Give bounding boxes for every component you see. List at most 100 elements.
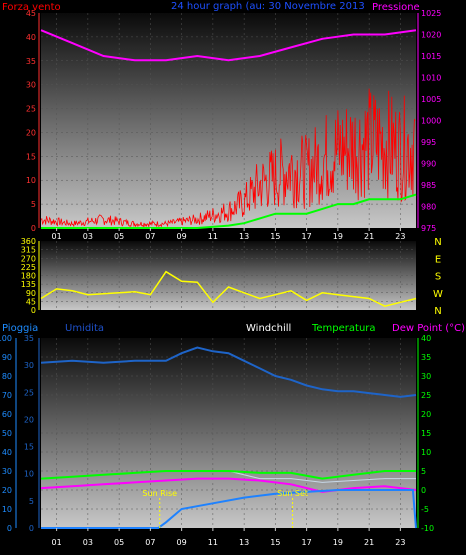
top-x-axis: 01 03 05 07 09 11 13 15 17 19 21 23	[52, 228, 405, 241]
y-tick-label: 0	[421, 486, 426, 495]
x-tick-label: 21	[364, 232, 374, 241]
x-tick-label: 11	[208, 538, 218, 547]
rain-axis: 0 10 20 30 40 50 60 70 80 90 100	[0, 334, 17, 533]
y-tick-label: 10	[24, 470, 34, 479]
wind-speed-line	[40, 88, 416, 229]
direction-grid	[41, 241, 416, 310]
y-tick-label: 20	[421, 410, 431, 419]
y-tick-label: 30	[24, 361, 34, 370]
x-tick-label: 13	[239, 232, 249, 241]
y-tick-label: 1015	[421, 52, 441, 61]
wind-direction-line	[40, 270, 417, 307]
y-tick-label: 985	[421, 181, 436, 190]
y-tick-label: 10	[421, 448, 431, 457]
x-tick-label: 09	[177, 232, 187, 241]
dewpoint-line	[40, 477, 417, 493]
y-tick-label: 975	[421, 224, 436, 233]
wind-pressure-grid	[41, 13, 416, 228]
pressure-label: Pressione	[372, 2, 420, 13]
x-tick-label: 15	[270, 538, 280, 547]
y-tick-label: -10	[421, 524, 434, 533]
x-tick-label: 05	[114, 232, 124, 241]
x-tick-label: 11	[208, 232, 218, 241]
x-tick-label: 03	[83, 232, 93, 241]
x-tick-label: 23	[395, 538, 405, 547]
y-tick-label: 30	[26, 81, 36, 90]
temperature-axis-right: -10 -5 0 5 10 15 20 25 30 35 40	[417, 334, 434, 533]
x-tick-label: 17	[302, 232, 312, 241]
x-tick-label: 19	[333, 538, 343, 547]
x-tick-label: 07	[145, 232, 155, 241]
y-tick-label: 0	[29, 524, 34, 533]
compass-label: E	[435, 254, 441, 265]
y-tick-label: 20	[24, 415, 34, 424]
windchill-label: Windchill	[246, 323, 291, 334]
y-tick-label: 100	[0, 334, 12, 343]
y-tick-label: 0	[31, 224, 36, 233]
y-tick-label: 70	[2, 391, 12, 400]
direction-series	[40, 270, 417, 307]
y-tick-label: 20	[2, 486, 12, 495]
y-tick-label: 40	[2, 448, 12, 457]
x-tick-label: 01	[52, 232, 62, 241]
y-tick-label: 1020	[421, 31, 441, 40]
y-tick-label: 1025	[421, 9, 441, 18]
x-tick-label: 13	[239, 538, 249, 547]
rain-label: Pioggia	[2, 323, 38, 334]
wind-pressure-plot-area	[41, 13, 416, 228]
x-tick-label: 21	[364, 538, 374, 547]
y-tick-label: 90	[26, 289, 36, 298]
humidity-axis: 0 5 10 15 20 25 30 35	[24, 334, 40, 533]
y-tick-label: 0	[31, 306, 36, 315]
y-tick-label: 5	[31, 200, 36, 209]
humidity-line	[40, 346, 417, 398]
wind-average-line	[41, 193, 417, 229]
y-tick-label: 990	[421, 160, 436, 169]
y-tick-label: 15	[421, 429, 431, 438]
x-tick-label: 05	[114, 538, 124, 547]
compass-label: W	[433, 289, 443, 300]
y-tick-label: 315	[21, 246, 36, 255]
y-tick-label: -5	[421, 505, 429, 514]
direction-plot-area	[41, 241, 416, 310]
rain-line	[41, 489, 417, 529]
x-tick-label: 07	[145, 538, 155, 547]
y-tick-label: 5	[421, 467, 426, 476]
sun-annotations: Sun Rise Sun Set	[142, 489, 308, 528]
x-tick-label: 01	[52, 538, 62, 547]
bottom-grid	[41, 338, 416, 528]
y-tick-label: 5	[29, 497, 34, 506]
y-tick-label: 20	[26, 128, 36, 137]
y-tick-label: 995	[421, 138, 436, 147]
sunrise-label: Sun Rise	[142, 489, 177, 498]
y-tick-label: 35	[24, 334, 34, 343]
x-tick-label: 17	[302, 538, 312, 547]
humidity-temperature-plot-area	[41, 338, 416, 528]
compass-label: S	[435, 272, 441, 283]
y-tick-label: 60	[2, 410, 12, 419]
y-tick-label: 360	[21, 237, 36, 246]
y-tick-label: 10	[26, 176, 36, 185]
y-tick-label: 40	[421, 334, 431, 343]
compass-label: N	[434, 306, 441, 317]
y-tick-label: 180	[21, 272, 36, 281]
y-tick-label: 270	[21, 254, 36, 263]
chart-title: 24 hour graph (au: 30 Novembre 2013	[171, 1, 365, 12]
y-tick-label: 45	[26, 9, 36, 18]
y-tick-label: 35	[26, 57, 36, 66]
compass-label: N	[434, 237, 441, 248]
y-tick-label: 1000	[421, 117, 441, 126]
y-tick-label: 15	[24, 443, 34, 452]
y-tick-label: 1005	[421, 95, 441, 104]
y-tick-label: 15	[26, 152, 36, 161]
wind-pressure-series	[40, 29, 417, 229]
y-tick-label: 30	[2, 467, 12, 476]
y-tick-label: 40	[26, 33, 36, 42]
bottom-series	[40, 346, 417, 529]
y-tick-label: 1010	[421, 74, 441, 83]
y-tick-label: 10	[2, 505, 12, 514]
x-tick-label: 23	[395, 232, 405, 241]
